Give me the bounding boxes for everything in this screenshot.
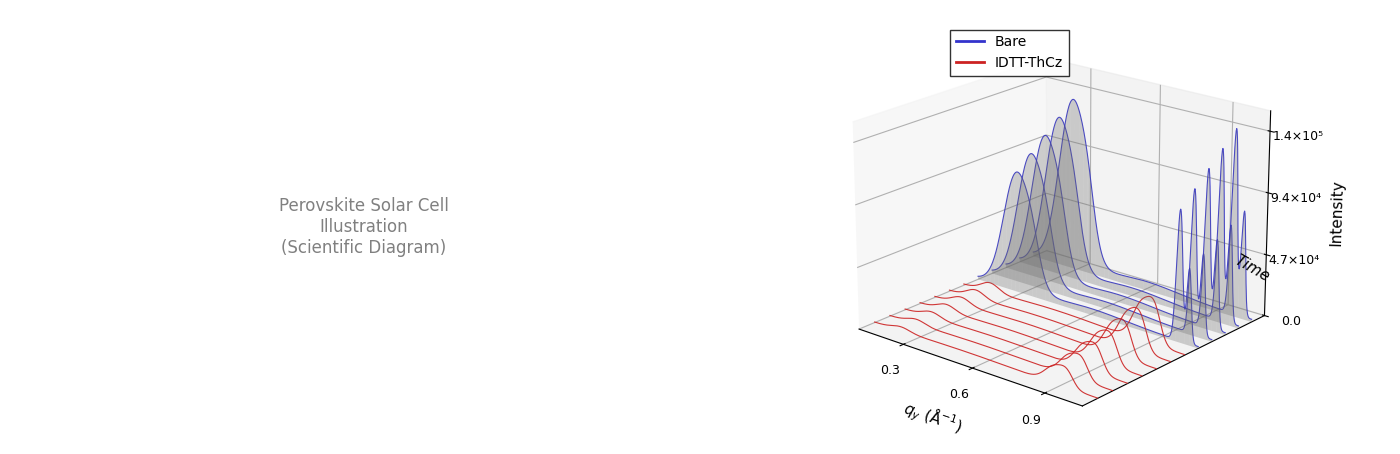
Text: Perovskite Solar Cell
Illustration
(Scientific Diagram): Perovskite Solar Cell Illustration (Scie…	[279, 197, 449, 257]
X-axis label: $q_y$ (Å$^{-1}$): $q_y$ (Å$^{-1}$)	[900, 396, 965, 439]
Text: Time: Time	[1232, 252, 1273, 285]
Legend: Bare, IDTT-ThCz: Bare, IDTT-ThCz	[951, 30, 1068, 76]
